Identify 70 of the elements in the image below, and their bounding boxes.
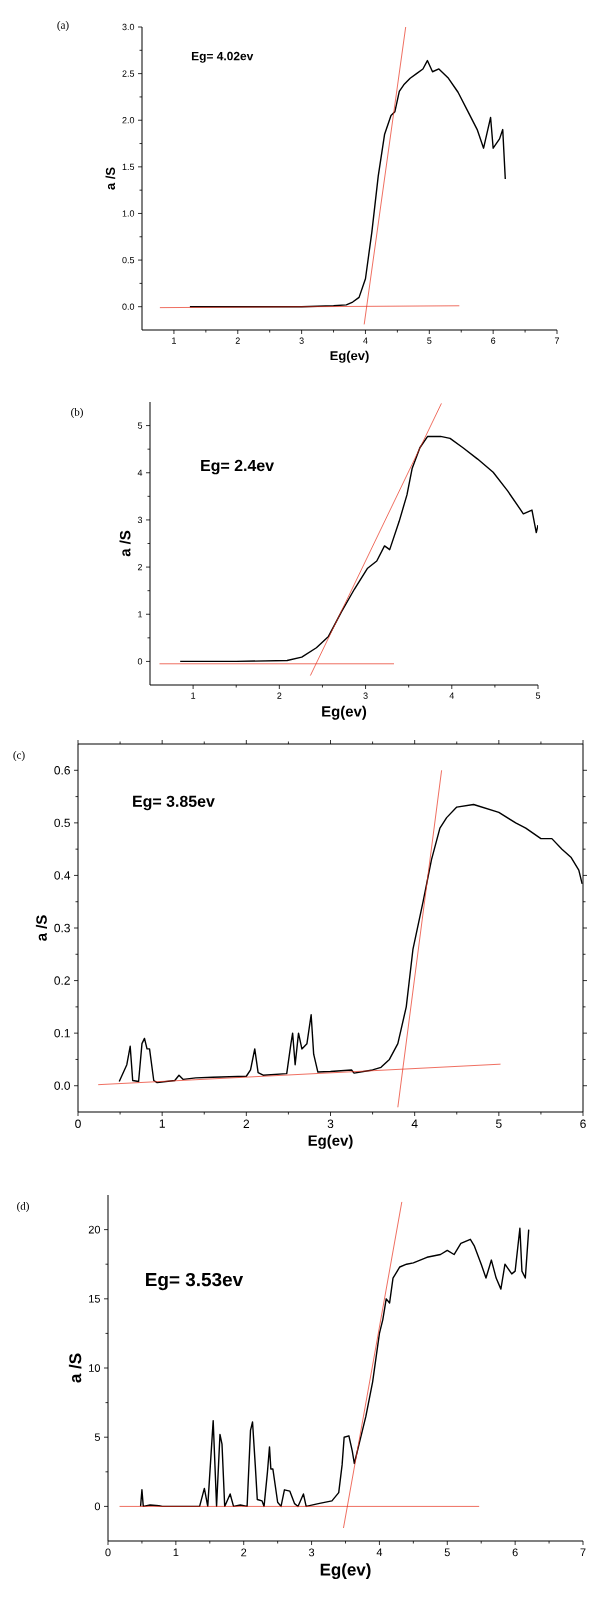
y-tick-label: 2 [137, 563, 143, 571]
x-tick-label: 2 [243, 1119, 250, 1128]
y-tick-label: 0.3 [54, 923, 70, 933]
x-tick-label: 5 [496, 1119, 502, 1128]
x-tick-label: 7 [554, 337, 560, 344]
y-axis-title: a /S [119, 530, 131, 557]
x-axis-title: Eg(ev) [320, 1563, 371, 1579]
y-tick-label: 1 [138, 611, 143, 618]
x-tick-label: 6 [580, 1119, 586, 1128]
y-tick-label: 0.4 [54, 871, 71, 880]
text: (c) [13, 751, 25, 761]
x-tick-label: 2 [277, 692, 282, 699]
x-tick-label: 3 [308, 1548, 315, 1557]
x-tick-label: 6 [491, 337, 496, 344]
y-tick-label: 10 [89, 1364, 101, 1372]
y-tick-label: 3.0 [122, 23, 135, 31]
x-tick-label: 0 [75, 1119, 81, 1128]
x-tick-label: 4 [376, 1548, 383, 1557]
x-axis-title: Eg(ev) [322, 705, 367, 720]
y-tick-label: 5 [137, 422, 143, 429]
y-tick-label: 15 [89, 1295, 101, 1303]
y-tick-label: 20 [88, 1225, 101, 1234]
y-tick-label: 1.0 [122, 210, 135, 217]
y-tick-label: 0.2 [54, 976, 70, 985]
y-tick-label: 0 [94, 1502, 101, 1511]
x-tick-label: 4 [449, 692, 455, 699]
x-tick-label: 3 [363, 692, 368, 699]
y-tick-label: 0.1 [54, 1028, 70, 1038]
y-tick-label: 0.5 [54, 818, 70, 828]
y-tick-label: 2.5 [122, 70, 135, 77]
x-tick-label: 5 [427, 337, 432, 344]
x-tick-label: 7 [580, 1548, 586, 1557]
chart-title: (a) [57, 21, 69, 31]
x-tick-label: 3 [327, 1119, 334, 1128]
y-tick-label: 0.5 [122, 256, 135, 264]
x-tick-label: 2 [241, 1548, 247, 1557]
x-tick-label: 6 [512, 1548, 518, 1557]
text: (b) [71, 408, 83, 418]
x-tick-label: 1 [159, 1119, 165, 1128]
x-tick-label: 4 [363, 337, 368, 344]
x-tick-label: 3 [299, 337, 304, 344]
annotation: Eg= 2.4ev [201, 459, 274, 475]
line-series [139, 1227, 530, 1508]
x-tick-label: 0 [105, 1548, 111, 1557]
y-tick-label: 0.6 [54, 766, 70, 775]
x-tick-label: 4 [411, 1119, 418, 1128]
y-axis-title: a /S [35, 915, 48, 941]
y-axis-title: a /S [68, 1353, 82, 1383]
x-tick-label: 1 [173, 1548, 179, 1557]
y-tick-label: 0.0 [122, 303, 135, 310]
x-axis-title: Eg(ev) [330, 350, 369, 363]
x-tick-label: 1 [172, 337, 176, 344]
y-tick-label: 4 [137, 469, 143, 476]
x-tick-label: 2 [235, 337, 240, 344]
y-tick-label: 1.5 [122, 163, 135, 170]
annotation: Eg= 3.85ev [133, 795, 215, 811]
x-tick-label: 1 [191, 692, 196, 699]
x-axis-title: Eg(ev) [308, 1134, 353, 1149]
y-tick-label: 0.0 [54, 1081, 71, 1090]
annotation: Eg= 4.02ev [191, 51, 254, 63]
x-tick-label: 5 [444, 1548, 450, 1557]
y-axis-title: a /S [105, 167, 116, 190]
x-tick-label: 5 [535, 692, 541, 699]
text: (d) [17, 1202, 29, 1212]
y-tick-label: 2.0 [122, 117, 135, 124]
y-tick-label: 5 [94, 1433, 101, 1442]
y-tick-label: 3 [137, 516, 143, 524]
line-series [179, 435, 538, 663]
annotation: Eg= 3.53ev [146, 1272, 244, 1291]
y-tick-label: 0 [137, 658, 143, 665]
